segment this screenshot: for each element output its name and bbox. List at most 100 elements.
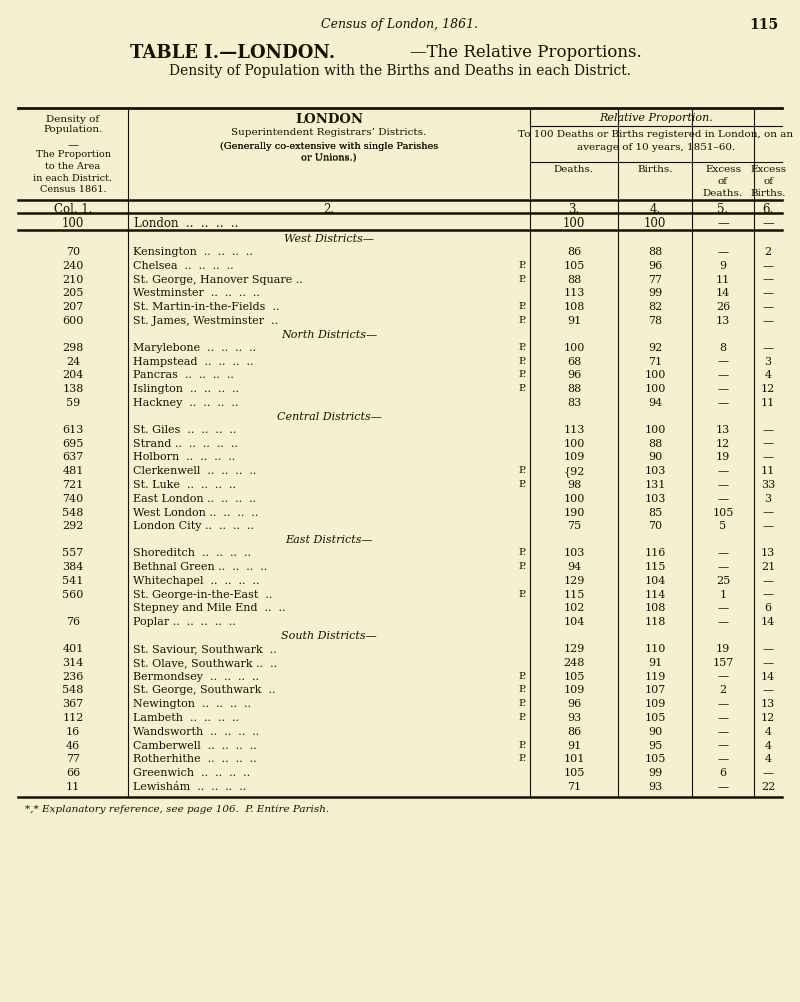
Text: East Districts—: East Districts— (285, 535, 373, 545)
Text: St. Giles  ..  ..  ..  ..: St. Giles .. .. .. .. (133, 425, 236, 435)
Text: 98: 98 (567, 480, 581, 490)
Text: St. George-in-the-East  ..: St. George-in-the-East .. (133, 589, 272, 599)
Text: —: — (718, 562, 729, 572)
Text: Poplar ..  ..  ..  ..  ..: Poplar .. .. .. .. .. (133, 617, 236, 627)
Text: 8: 8 (719, 343, 726, 353)
Text: 26: 26 (716, 303, 730, 313)
Text: P.: P. (518, 685, 526, 694)
Text: 90: 90 (648, 452, 662, 462)
Text: 401: 401 (62, 644, 84, 654)
Text: 5: 5 (719, 521, 726, 531)
Text: 100: 100 (644, 371, 666, 381)
Text: —: — (718, 713, 729, 723)
Text: 71: 71 (567, 782, 581, 792)
Text: —: — (762, 589, 774, 599)
Text: Lambeth  ..  ..  ..  ..: Lambeth .. .. .. .. (133, 713, 239, 723)
Text: Births.: Births. (638, 165, 673, 174)
Text: 6: 6 (719, 769, 726, 779)
Text: Excess
of
Deaths.: Excess of Deaths. (703, 165, 743, 197)
Text: 548: 548 (62, 508, 84, 518)
Text: 70: 70 (648, 521, 662, 531)
Text: P.: P. (518, 755, 526, 764)
Text: 99: 99 (648, 769, 662, 779)
Text: 22: 22 (761, 782, 775, 792)
Text: 119: 119 (644, 671, 666, 681)
Text: South Districts—: South Districts— (281, 631, 377, 641)
Text: North Districts—: North Districts— (281, 330, 377, 340)
Text: 129: 129 (563, 644, 585, 654)
Text: 88: 88 (567, 275, 581, 285)
Text: 2.: 2. (323, 203, 334, 216)
Text: P.: P. (518, 343, 526, 352)
Text: 101: 101 (563, 755, 585, 765)
Text: Hampstead  ..  ..  ..  ..: Hampstead .. .. .. .. (133, 357, 254, 367)
Text: Newington  ..  ..  ..  ..: Newington .. .. .. .. (133, 699, 251, 709)
Text: 109: 109 (563, 685, 585, 695)
Text: Deaths.: Deaths. (554, 165, 594, 174)
Text: 96: 96 (567, 699, 581, 709)
Text: St. Luke  ..  ..  ..  ..: St. Luke .. .. .. .. (133, 480, 236, 490)
Text: 115: 115 (563, 589, 585, 599)
Text: 13: 13 (716, 316, 730, 326)
Text: Strand ..  ..  ..  ..  ..: Strand .. .. .. .. .. (133, 439, 238, 449)
Text: P.: P. (518, 371, 526, 380)
Text: 114: 114 (644, 589, 666, 599)
Text: 481: 481 (62, 466, 84, 476)
Text: 207: 207 (62, 303, 84, 313)
Text: P.: P. (518, 589, 526, 598)
Text: —: — (762, 343, 774, 353)
Text: To 100 Deaths or Births registered in London, on an
average of 10 years, 1851–60: To 100 Deaths or Births registered in Lo… (518, 130, 794, 151)
Text: 103: 103 (563, 548, 585, 558)
Text: (Generally co-extensive with single Parishes
or Unions.): (Generally co-extensive with single Pari… (220, 142, 438, 161)
Text: St. Olave, Southwark ..  ..: St. Olave, Southwark .. .. (133, 657, 277, 667)
Text: —: — (718, 671, 729, 681)
Text: —: — (718, 357, 729, 367)
Text: 600: 600 (62, 316, 84, 326)
Text: 4.: 4. (650, 203, 661, 216)
Text: TABLE I.—LONDON.: TABLE I.—LONDON. (130, 44, 335, 62)
Text: 560: 560 (62, 589, 84, 599)
Text: 11: 11 (761, 398, 775, 408)
Text: 91: 91 (567, 740, 581, 750)
Text: 6: 6 (765, 603, 771, 613)
Text: —: — (718, 247, 729, 257)
Text: Clerkenwell  ..  ..  ..  ..: Clerkenwell .. .. .. .. (133, 466, 256, 476)
Text: 314: 314 (62, 657, 84, 667)
Text: 108: 108 (563, 303, 585, 313)
Text: —: — (762, 275, 774, 285)
Text: 100: 100 (644, 425, 666, 435)
Text: 95: 95 (648, 740, 662, 750)
Text: 77: 77 (648, 275, 662, 285)
Text: Bethnal Green ..  ..  ..  ..: Bethnal Green .. .. .. .. (133, 562, 267, 572)
Text: 109: 109 (563, 452, 585, 462)
Text: 11: 11 (66, 782, 80, 792)
Text: 93: 93 (648, 782, 662, 792)
Text: 108: 108 (644, 603, 666, 613)
Text: 100: 100 (563, 439, 585, 449)
Text: 740: 740 (62, 494, 84, 504)
Text: St. Martin-in-the-Fields  ..: St. Martin-in-the-Fields .. (133, 303, 279, 313)
Text: 12: 12 (761, 384, 775, 394)
Text: 92: 92 (648, 343, 662, 353)
Text: 16: 16 (66, 726, 80, 736)
Text: 5.: 5. (718, 203, 729, 216)
Text: 3: 3 (765, 494, 771, 504)
Text: Density of Population with the Births and Deaths in each District.: Density of Population with the Births an… (169, 64, 631, 78)
Text: 12: 12 (716, 439, 730, 449)
Text: 85: 85 (648, 508, 662, 518)
Text: 99: 99 (648, 289, 662, 299)
Text: Whitechapel  ..  ..  ..  ..: Whitechapel .. .. .. .. (133, 576, 259, 586)
Text: —: — (762, 508, 774, 518)
Text: 82: 82 (648, 303, 662, 313)
Text: 100: 100 (62, 217, 84, 230)
Text: 116: 116 (644, 548, 666, 558)
Text: 557: 557 (62, 548, 84, 558)
Text: —: — (718, 494, 729, 504)
Text: —: — (718, 466, 729, 476)
Text: 104: 104 (563, 617, 585, 627)
Text: 14: 14 (716, 289, 730, 299)
Text: 1: 1 (719, 589, 726, 599)
Text: 248: 248 (563, 657, 585, 667)
Text: 548: 548 (62, 685, 84, 695)
Text: —: — (718, 755, 729, 765)
